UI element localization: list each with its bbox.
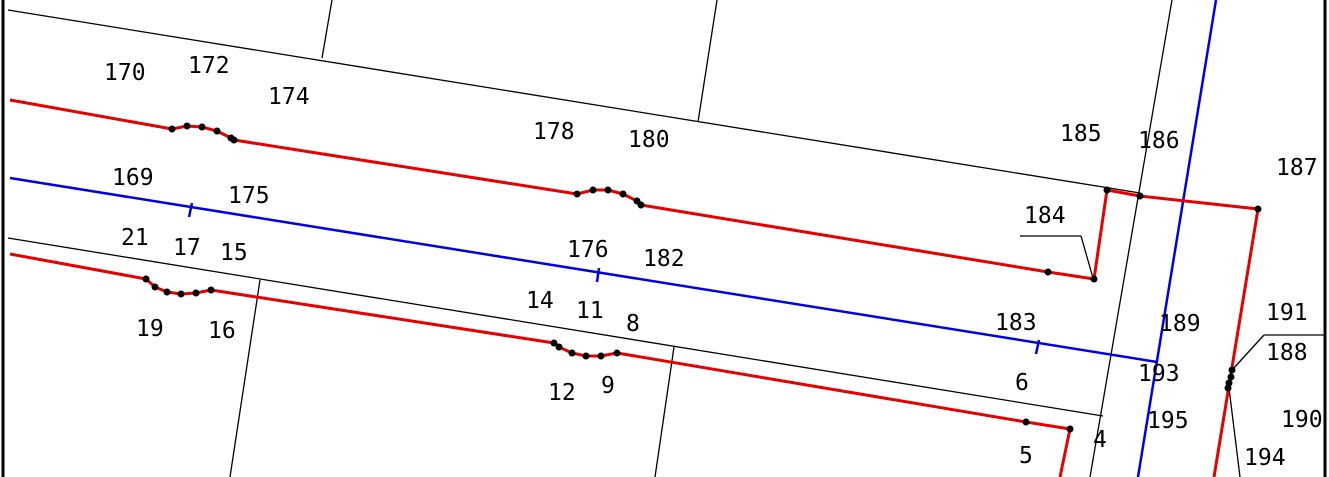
parcel-divider-2 <box>697 0 718 123</box>
blue-tick-176 <box>595 267 601 283</box>
survey-point-16 <box>207 286 215 294</box>
point-label-183: 183 <box>995 310 1037 336</box>
survey-point <box>589 186 597 194</box>
point-label-15: 15 <box>220 240 248 266</box>
point-label-193: 193 <box>1138 361 1180 387</box>
parcel-boundary-east <box>1089 0 1173 477</box>
survey-point-186 <box>1136 192 1144 200</box>
point-label-191: 191 <box>1266 300 1308 326</box>
point-label-8: 8 <box>626 311 640 337</box>
point-label-4: 4 <box>1093 427 1107 453</box>
survey-points <box>142 122 1262 433</box>
point-label-184: 184 <box>1024 203 1066 229</box>
survey-point <box>582 352 590 360</box>
point-label-174: 174 <box>268 84 310 110</box>
survey-point-14 <box>550 339 558 347</box>
blue-line-vertical <box>1136 0 1218 477</box>
survey-point <box>637 201 645 209</box>
survey-point <box>192 289 200 297</box>
survey-point <box>151 283 159 291</box>
survey-point <box>230 136 238 144</box>
point-label-178: 178 <box>533 119 575 145</box>
point-labels: 170 172 174 178 180 185 186 187 169 175 … <box>104 53 1323 471</box>
point-label-5: 5 <box>1019 443 1033 469</box>
point-label-11: 11 <box>576 298 604 324</box>
parcel-lines <box>7 0 1324 477</box>
survey-point <box>163 288 171 296</box>
survey-point <box>604 186 612 194</box>
survey-point-4 <box>1066 425 1074 433</box>
survey-point-12 <box>568 349 576 357</box>
point-label-187: 187 <box>1276 155 1318 181</box>
leader-194 <box>1228 387 1241 477</box>
point-label-169: 169 <box>112 165 154 191</box>
point-label-175: 175 <box>228 183 270 209</box>
leader-191-188-diagonal <box>1231 334 1265 371</box>
point-label-14: 14 <box>526 288 554 314</box>
point-label-21: 21 <box>121 225 149 251</box>
survey-point-185 <box>1103 186 1111 194</box>
point-label-188: 188 <box>1266 340 1308 366</box>
parcel-line-lower <box>7 237 1104 417</box>
survey-point-191 <box>1228 366 1236 374</box>
point-label-180: 180 <box>628 127 670 153</box>
blue-tick-183 <box>1034 339 1041 355</box>
parcel-divider-4 <box>654 346 675 477</box>
point-label-182: 182 <box>643 246 685 272</box>
parcel-line-upper <box>7 9 1141 194</box>
survey-point-178 <box>573 190 581 198</box>
survey-point <box>183 122 191 130</box>
point-label-186: 186 <box>1138 128 1180 154</box>
point-label-6: 6 <box>1015 370 1029 396</box>
blue-tick-17 <box>187 202 194 218</box>
leader-184-diagonal <box>1080 235 1094 279</box>
point-label-19: 19 <box>136 316 164 342</box>
survey-point-187 <box>1254 205 1262 213</box>
point-label-170: 170 <box>104 60 146 86</box>
blue-line-horizontal <box>9 176 1158 364</box>
survey-point-170 <box>168 125 176 133</box>
point-label-185: 185 <box>1060 121 1102 147</box>
survey-point-188 <box>1227 373 1235 381</box>
survey-point <box>619 190 627 198</box>
parcel-divider-1 <box>321 0 333 59</box>
point-label-189: 189 <box>1159 311 1201 337</box>
point-label-9: 9 <box>601 373 615 399</box>
survey-point <box>1044 268 1052 276</box>
survey-point-172 <box>198 123 206 131</box>
point-label-190: 190 <box>1281 407 1323 433</box>
survey-point <box>555 343 563 351</box>
point-label-12: 12 <box>548 380 576 406</box>
survey-point <box>177 290 185 298</box>
point-label-194: 194 <box>1244 445 1286 471</box>
survey-point-8 <box>613 349 621 357</box>
point-label-195: 195 <box>1147 408 1189 434</box>
point-label-172: 172 <box>188 53 230 79</box>
survey-point-19 <box>142 275 150 283</box>
survey-point-9 <box>597 352 605 360</box>
point-label-16: 16 <box>208 318 236 344</box>
survey-point-5 <box>1022 418 1030 426</box>
blue-lines <box>9 0 1218 477</box>
parcel-divider-3 <box>229 279 261 477</box>
point-label-176: 176 <box>567 237 609 263</box>
point-label-17: 17 <box>173 235 201 261</box>
survey-point-184 <box>1090 275 1098 283</box>
survey-point <box>213 127 221 135</box>
survey-point-194 <box>1224 384 1232 392</box>
